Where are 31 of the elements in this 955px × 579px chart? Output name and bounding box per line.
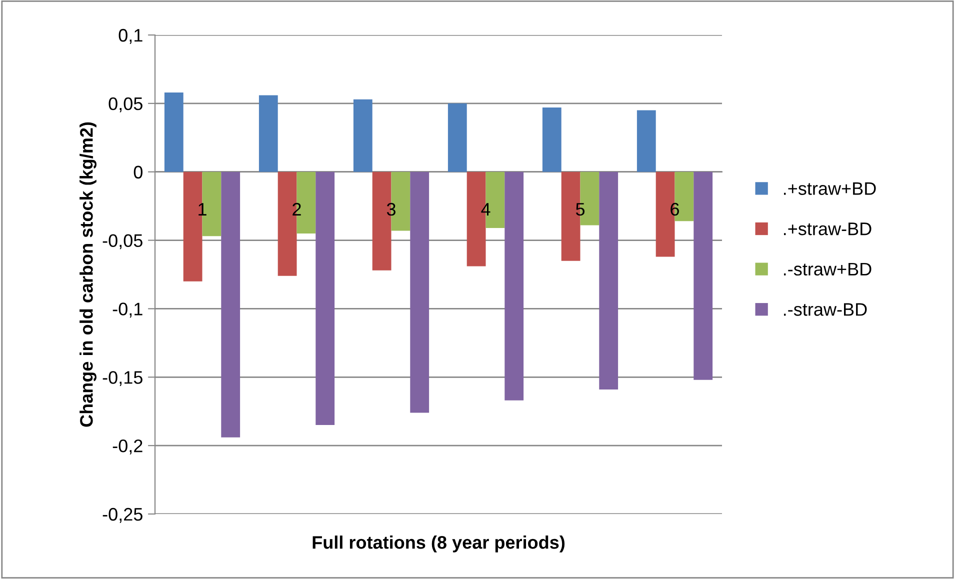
legend-label: .-straw+BD [784, 262, 872, 276]
legend-label: .+straw-BD [784, 222, 872, 236]
y-tick-label: 0,05 [108, 97, 142, 112]
y-tick-label: 0,1 [118, 28, 142, 44]
bar [599, 172, 618, 390]
bar [542, 108, 562, 172]
y-tick-label: -0,05 [102, 234, 142, 250]
y-tick-label: 0 [134, 166, 142, 179]
y-axis-title: Change in old carbon stock (kg/m2) [80, 122, 96, 427]
y-tick-label: -0,25 [102, 508, 142, 523]
bar [504, 172, 524, 400]
x-tick-label: 3 [386, 202, 396, 216]
x-tick-label: 2 [292, 202, 301, 216]
bar [164, 92, 184, 172]
bar [258, 95, 278, 172]
bar [694, 172, 713, 380]
y-tick-label: -0,15 [102, 371, 142, 386]
x-tick-label: 5 [576, 203, 585, 216]
legend-label: .-straw-BD [784, 303, 867, 316]
bar [221, 172, 240, 438]
y-tick-label: -0,2 [112, 440, 142, 454]
x-tick-label: 6 [670, 202, 679, 216]
bar [316, 172, 335, 426]
legend-label: .+straw+BD [784, 182, 876, 195]
y-tick-label: -0,1 [112, 302, 142, 318]
bar [636, 110, 656, 172]
bar [353, 99, 372, 172]
bar [410, 172, 430, 413]
x-axis-title: Full rotations (8 year periods) [312, 536, 565, 552]
x-tick-label: 4 [481, 203, 490, 216]
bar [448, 103, 467, 172]
